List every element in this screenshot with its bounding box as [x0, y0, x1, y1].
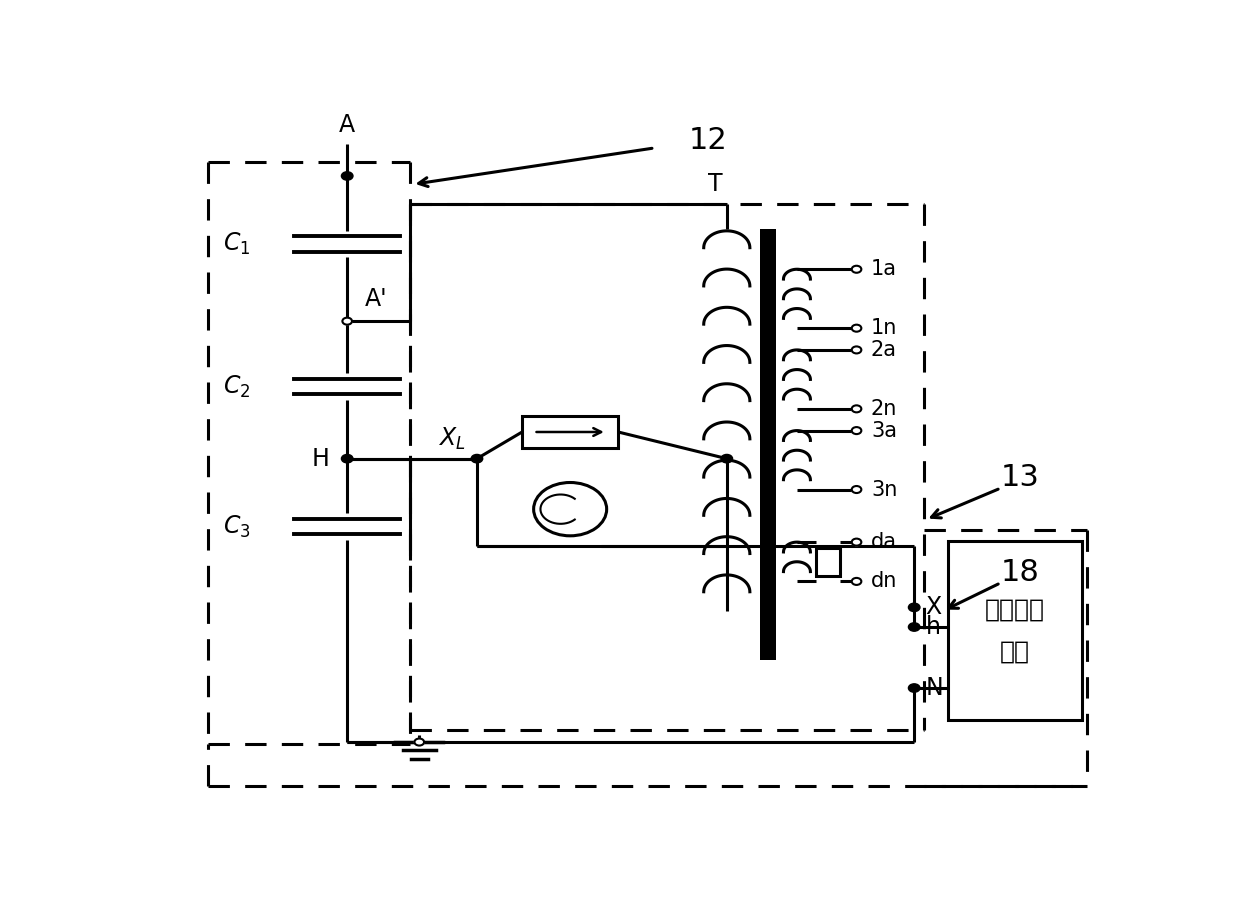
Text: N: N: [926, 676, 944, 700]
Text: $X_L$: $X_L$: [438, 425, 465, 452]
Text: 1n: 1n: [870, 318, 898, 338]
Text: A: A: [339, 113, 356, 138]
Text: 模块: 模块: [1001, 640, 1030, 663]
Circle shape: [909, 684, 920, 692]
Text: h: h: [926, 615, 941, 639]
Bar: [760, 229, 776, 660]
Text: 3a: 3a: [870, 421, 897, 441]
Circle shape: [471, 455, 482, 463]
Text: 13: 13: [1001, 463, 1039, 492]
Text: 12: 12: [688, 127, 727, 156]
Circle shape: [852, 346, 862, 353]
Circle shape: [909, 603, 920, 611]
Text: 谐波测量: 谐波测量: [985, 597, 1045, 621]
Text: $C_3$: $C_3$: [223, 514, 250, 540]
Bar: [522, 416, 619, 448]
Bar: [816, 548, 841, 576]
Text: $C_1$: $C_1$: [223, 230, 250, 257]
Circle shape: [852, 266, 862, 272]
Circle shape: [414, 739, 424, 745]
Circle shape: [909, 623, 920, 631]
Circle shape: [341, 172, 353, 180]
Circle shape: [341, 455, 353, 463]
Bar: [947, 541, 1083, 720]
Circle shape: [852, 427, 862, 435]
Text: 18: 18: [1001, 558, 1039, 587]
Circle shape: [852, 324, 862, 332]
Text: X: X: [926, 596, 942, 619]
Circle shape: [342, 318, 352, 324]
Text: 1a: 1a: [870, 260, 897, 280]
Text: 3n: 3n: [870, 479, 898, 499]
Text: dn: dn: [870, 571, 898, 591]
Text: 2a: 2a: [870, 340, 897, 360]
Text: da: da: [870, 532, 897, 552]
Circle shape: [852, 578, 862, 585]
Circle shape: [533, 483, 606, 536]
Circle shape: [852, 486, 862, 493]
Circle shape: [852, 538, 862, 546]
Text: T: T: [708, 171, 723, 196]
Circle shape: [852, 405, 862, 413]
Text: A': A': [365, 287, 387, 311]
Circle shape: [720, 455, 733, 463]
Text: H: H: [312, 446, 330, 471]
Text: 2n: 2n: [870, 399, 898, 419]
Text: $C_2$: $C_2$: [223, 374, 250, 400]
